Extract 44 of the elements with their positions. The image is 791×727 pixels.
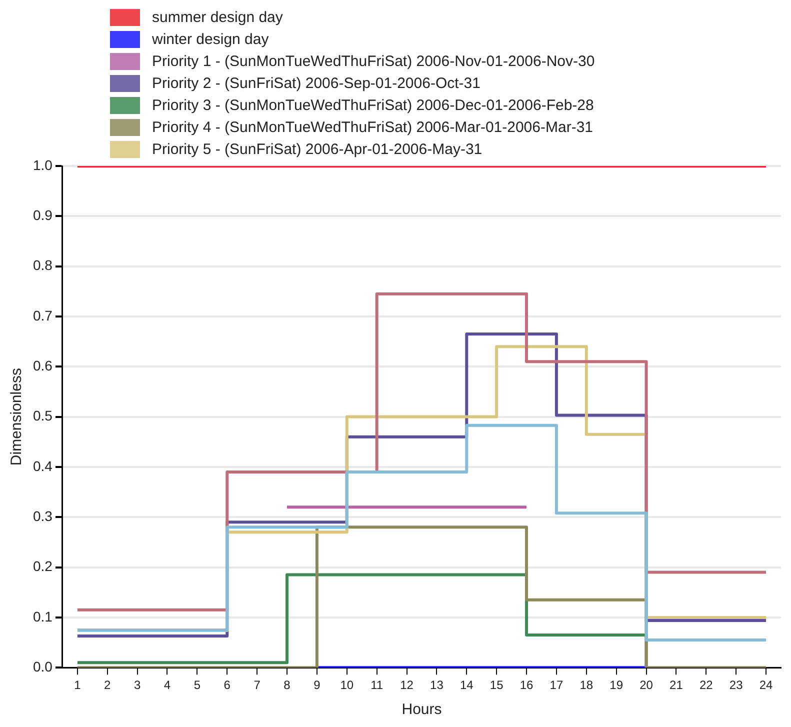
x-tick-label: 16 (520, 678, 534, 692)
y-tick-label: 0.0 (32, 658, 53, 674)
legend-label: Priority 2 - (SunFriSat) 2006-Sep-01-2006-Oct-31 (152, 74, 480, 92)
x-tick-label: 8 (284, 678, 291, 692)
y-tick-label: 0.1 (32, 608, 53, 624)
x-tick-label: 4 (164, 678, 171, 692)
x-tick-label: 22 (699, 678, 714, 692)
y-tick-label: 0.9 (32, 207, 53, 224)
y-tick-label: 1.0 (32, 156, 53, 173)
x-tick-label: 13 (430, 678, 444, 692)
x-tick-label: 12 (400, 678, 414, 692)
x-tick-label: 23 (729, 678, 744, 692)
legend-label: summer design day (152, 8, 283, 26)
x-tick-label: 5 (194, 678, 201, 692)
legend-label: Priority 4 - (SunMonTueWedThuFriSat) 2006-Mar-01-2006-Mar-31 (152, 118, 593, 136)
y-tick-label: 0.7 (32, 307, 53, 324)
legend-label: Priority 3 - (SunMonTueWedThuFriSat) 2006-Dec-01-2006-Feb-28 (152, 96, 594, 114)
x-tick-label: 17 (550, 678, 564, 692)
x-axis-title: Hours (402, 701, 442, 718)
x-tick-label: 14 (460, 678, 474, 692)
legend-label: Priority 1 - (SunMonTueWedThuFriSat) 2006-Nov-01-2006-Nov-30 (152, 52, 595, 70)
x-tick-label: 18 (580, 678, 594, 692)
y-tick-label: 0.5 (32, 408, 53, 424)
x-tick-label: 11 (370, 678, 384, 692)
x-tick-label: 9 (314, 678, 321, 692)
x-tick-label: 10 (340, 678, 354, 692)
y-tick-label: 0.3 (32, 508, 53, 524)
y-tick-label: 0.2 (32, 558, 53, 574)
x-tick-label: 2 (104, 678, 112, 692)
x-tick-label: 21 (670, 678, 684, 692)
x-tick-label: 3 (134, 678, 141, 692)
y-tick-label: 0.4 (32, 458, 53, 474)
y-tick-label: 0.6 (32, 358, 53, 374)
x-tick-label: 6 (224, 678, 231, 692)
x-tick-label: 15 (490, 678, 504, 692)
x-tick-label: 24 (759, 678, 774, 692)
x-tick-label: 1 (74, 678, 82, 692)
x-tick-label: 19 (610, 678, 624, 692)
x-tick-label: 20 (640, 678, 654, 692)
legend-label: Priority 5 - (SunFriSat) 2006-Apr-01-2006-May-31 (152, 140, 482, 158)
legend-label: winter design day (152, 30, 269, 48)
y-axis-title: Dimensionless (8, 368, 26, 466)
y-tick-label: 0.8 (32, 257, 53, 274)
x-tick-label: 7 (254, 678, 261, 692)
